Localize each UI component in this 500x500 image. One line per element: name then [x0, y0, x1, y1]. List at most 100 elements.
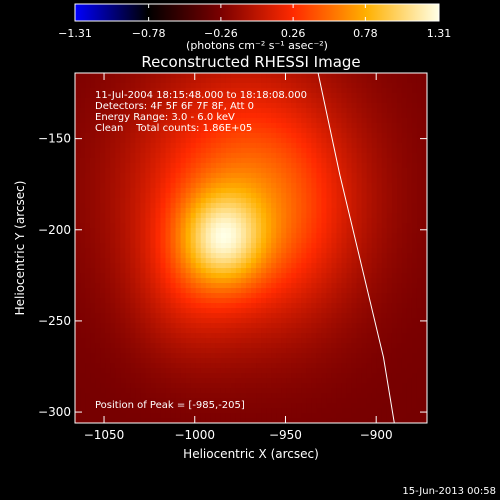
heatmap-cell	[256, 178, 262, 184]
heatmap-cell	[240, 313, 247, 319]
heatmap-cell	[261, 353, 267, 359]
heatmap-cell	[220, 283, 227, 289]
heatmap-cell	[416, 243, 423, 249]
heatmap-cell	[235, 338, 242, 344]
heatmap-cell	[276, 413, 282, 419]
heatmap-cell	[321, 213, 328, 219]
heatmap-cell	[205, 358, 212, 364]
heatmap-cell	[90, 163, 96, 169]
heatmap-cell	[321, 168, 328, 174]
heatmap-cell	[120, 148, 126, 154]
heatmap-cell	[245, 223, 252, 229]
heatmap-cell	[341, 283, 348, 289]
heatmap-cell	[331, 178, 338, 184]
heatmap-cell	[366, 268, 373, 274]
heatmap-cell	[185, 103, 192, 109]
heatmap-cell	[336, 328, 343, 334]
heatmap-cell	[215, 368, 222, 374]
heatmap-cell	[261, 273, 267, 279]
heatmap-cell	[205, 403, 212, 409]
heatmap-cell	[346, 163, 353, 169]
heatmap-cell	[125, 123, 131, 129]
heatmap-cell	[356, 363, 363, 369]
heatmap-cell	[120, 83, 126, 89]
heatmap-cell	[220, 228, 227, 234]
heatmap-cell	[90, 318, 96, 324]
heatmap-cell	[165, 98, 172, 104]
heatmap-cell	[225, 208, 232, 214]
heatmap-cell	[150, 133, 157, 139]
heatmap-cell	[245, 333, 252, 339]
heatmap-cell	[396, 108, 403, 114]
heatmap-cell	[351, 243, 358, 249]
heatmap-cell	[75, 278, 81, 284]
heatmap-cell	[346, 403, 353, 409]
heatmap-cell	[291, 218, 297, 224]
heatmap-cell	[261, 288, 267, 294]
heatmap-cell	[195, 98, 202, 104]
heatmap-cell	[321, 328, 328, 334]
heatmap-cell	[235, 268, 242, 274]
heatmap-cell	[396, 373, 403, 379]
heatmap-cell	[180, 228, 187, 234]
heatmap-cell	[401, 223, 408, 229]
heatmap-cell	[220, 393, 227, 399]
heatmap-cell	[261, 93, 267, 99]
heatmap-cell	[170, 268, 177, 274]
heatmap-cell	[401, 133, 408, 139]
heatmap-cell	[361, 403, 368, 409]
heatmap-cell	[346, 223, 353, 229]
heatmap-cell	[245, 393, 252, 399]
heatmap-cell	[281, 78, 287, 84]
heatmap-cell	[120, 403, 126, 409]
heatmap-cell	[386, 193, 393, 199]
heatmap-cell	[120, 243, 126, 249]
heatmap-cell	[321, 308, 328, 314]
heatmap-cell	[391, 93, 398, 99]
heatmap-cell	[416, 158, 423, 164]
heatmap-cell	[416, 113, 423, 119]
heatmap-cell	[215, 413, 222, 419]
heatmap-cell	[230, 318, 237, 324]
heatmap-cell	[356, 258, 363, 264]
heatmap-cell	[276, 138, 282, 144]
heatmap-cell	[145, 248, 152, 254]
heatmap-cell	[140, 368, 146, 374]
heatmap-cell	[376, 273, 383, 279]
heatmap-cell	[230, 278, 237, 284]
heatmap-cell	[235, 103, 242, 109]
heatmap-cell	[110, 248, 116, 254]
heatmap-cell	[336, 93, 343, 99]
heatmap-cell	[256, 218, 262, 224]
heatmap-cell	[175, 353, 182, 359]
heatmap-cell	[80, 158, 86, 164]
heatmap-cell	[406, 128, 413, 134]
heatmap-cell	[245, 418, 252, 423]
heatmap-cell	[140, 263, 146, 269]
heatmap-cell	[251, 243, 257, 249]
heatmap-cell	[421, 248, 427, 254]
heatmap-cell	[95, 378, 101, 384]
heatmap-cell	[215, 363, 222, 369]
heatmap-cell	[416, 178, 423, 184]
heatmap-cell	[301, 238, 307, 244]
heatmap-cell	[180, 373, 187, 379]
heatmap-cell	[296, 218, 302, 224]
heatmap-cell	[421, 103, 427, 109]
heatmap-cell	[421, 388, 427, 394]
heatmap-cell	[195, 383, 202, 389]
heatmap-cell	[376, 208, 383, 214]
heatmap-cell	[351, 93, 358, 99]
heatmap-cell	[336, 73, 343, 79]
heatmap-cell	[336, 258, 343, 264]
heatmap-cell	[195, 173, 202, 179]
heatmap-cell	[225, 158, 232, 164]
heatmap-cell	[125, 173, 131, 179]
heatmap-cell	[381, 118, 388, 124]
heatmap-cell	[85, 298, 91, 304]
heatmap-cell	[411, 293, 418, 299]
heatmap-cell	[105, 353, 111, 359]
heatmap-cell	[90, 98, 96, 104]
heatmap-cell	[391, 213, 398, 219]
heatmap-cell	[256, 103, 262, 109]
